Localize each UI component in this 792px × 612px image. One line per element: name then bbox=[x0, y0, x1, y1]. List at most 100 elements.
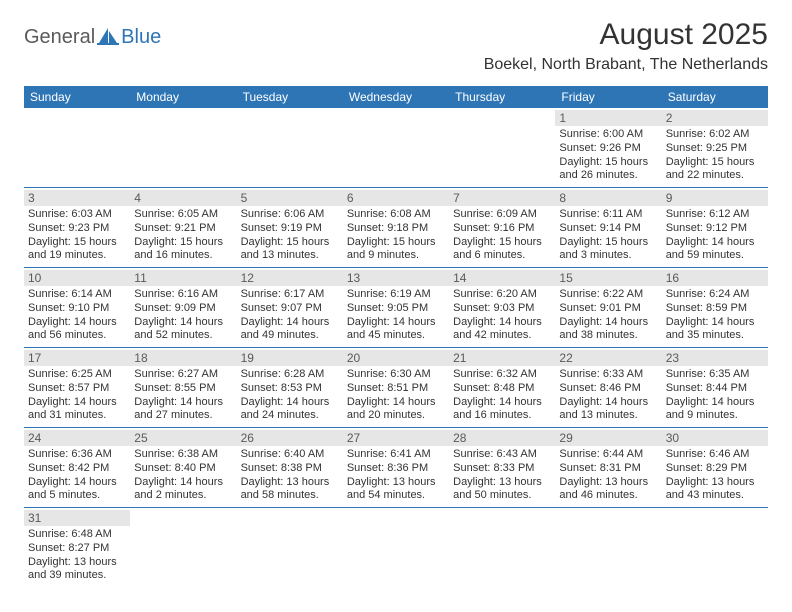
sunrise-line: Sunrise: 6:02 AM bbox=[666, 128, 764, 142]
day-cell: 14Sunrise: 6:20 AMSunset: 9:03 PMDayligh… bbox=[449, 268, 555, 348]
sunset-line: Sunset: 9:23 PM bbox=[28, 222, 126, 236]
location: Boekel, North Brabant, The Netherlands bbox=[484, 56, 768, 74]
weekday-header: Wednesday bbox=[343, 86, 449, 108]
empty-cell bbox=[130, 508, 236, 588]
sunrise-line: Sunrise: 6:41 AM bbox=[347, 448, 445, 462]
sunrise-line: Sunrise: 6:19 AM bbox=[347, 288, 445, 302]
weekday-header: Tuesday bbox=[237, 86, 343, 108]
sunset-line: Sunset: 9:21 PM bbox=[134, 222, 232, 236]
daylight-line: Daylight: 14 hours and 5 minutes. bbox=[28, 476, 126, 504]
day-number: 20 bbox=[343, 350, 449, 366]
daylight-line: Daylight: 14 hours and 13 minutes. bbox=[559, 396, 657, 424]
sunset-line: Sunset: 9:14 PM bbox=[559, 222, 657, 236]
day-cell: 20Sunrise: 6:30 AMSunset: 8:51 PMDayligh… bbox=[343, 348, 449, 428]
day-cell: 24Sunrise: 6:36 AMSunset: 8:42 PMDayligh… bbox=[24, 428, 130, 508]
sail-icon bbox=[97, 26, 119, 49]
day-cell: 22Sunrise: 6:33 AMSunset: 8:46 PMDayligh… bbox=[555, 348, 661, 428]
sunrise-line: Sunrise: 6:22 AM bbox=[559, 288, 657, 302]
day-cell: 25Sunrise: 6:38 AMSunset: 8:40 PMDayligh… bbox=[130, 428, 236, 508]
sunrise-line: Sunrise: 6:11 AM bbox=[559, 208, 657, 222]
sunset-line: Sunset: 8:48 PM bbox=[453, 382, 551, 396]
daylight-line: Daylight: 14 hours and 49 minutes. bbox=[241, 316, 339, 344]
sunset-line: Sunset: 8:29 PM bbox=[666, 462, 764, 476]
day-cell: 15Sunrise: 6:22 AMSunset: 9:01 PMDayligh… bbox=[555, 268, 661, 348]
sunset-line: Sunset: 9:09 PM bbox=[134, 302, 232, 316]
logo-text-blue: Blue bbox=[121, 26, 161, 49]
daylight-line: Daylight: 15 hours and 13 minutes. bbox=[241, 236, 339, 264]
daylight-line: Daylight: 13 hours and 39 minutes. bbox=[28, 556, 126, 584]
sunset-line: Sunset: 8:59 PM bbox=[666, 302, 764, 316]
day-number: 7 bbox=[449, 190, 555, 206]
weekday-header: Monday bbox=[130, 86, 236, 108]
daylight-line: Daylight: 15 hours and 22 minutes. bbox=[666, 156, 764, 184]
sunrise-line: Sunrise: 6:00 AM bbox=[559, 128, 657, 142]
day-cell: 7Sunrise: 6:09 AMSunset: 9:16 PMDaylight… bbox=[449, 188, 555, 268]
sunset-line: Sunset: 9:07 PM bbox=[241, 302, 339, 316]
weekday-header: Friday bbox=[555, 86, 661, 108]
daylight-line: Daylight: 15 hours and 19 minutes. bbox=[28, 236, 126, 264]
day-cell: 8 Sunrise: 6:11 AMSunset: 9:14 PMDaylight… bbox=[555, 188, 661, 268]
sunrise-line: Sunrise: 6:36 AM bbox=[28, 448, 126, 462]
day-number: 6 bbox=[343, 190, 449, 206]
daylight-line: Daylight: 13 hours and 58 minutes. bbox=[241, 476, 339, 504]
daylight-line: Daylight: 14 hours and 27 minutes. bbox=[134, 396, 232, 424]
day-number: 1 bbox=[555, 110, 661, 126]
daylight-line: Daylight: 15 hours and 16 minutes. bbox=[134, 236, 232, 264]
day-number: 27 bbox=[343, 430, 449, 446]
header: General Blue August 2025 Boekel, North B… bbox=[24, 18, 768, 74]
sunset-line: Sunset: 9:16 PM bbox=[453, 222, 551, 236]
day-number: 5 bbox=[237, 190, 343, 206]
weekday-header: Thursday bbox=[449, 86, 555, 108]
sunset-line: Sunset: 9:03 PM bbox=[453, 302, 551, 316]
day-number: 22 bbox=[555, 350, 661, 366]
day-number: 17 bbox=[24, 350, 130, 366]
sunrise-line: Sunrise: 6:40 AM bbox=[241, 448, 339, 462]
sunrise-line: Sunrise: 6:08 AM bbox=[347, 208, 445, 222]
sunset-line: Sunset: 8:36 PM bbox=[347, 462, 445, 476]
day-cell: 10Sunrise: 6:14 AMSunset: 9:10 PMDayligh… bbox=[24, 268, 130, 348]
daylight-line: Daylight: 14 hours and 38 minutes. bbox=[559, 316, 657, 344]
sunrise-line: Sunrise: 6:28 AM bbox=[241, 368, 339, 382]
empty-cell bbox=[555, 508, 661, 588]
daylight-line: Daylight: 15 hours and 3 minutes. bbox=[559, 236, 657, 264]
sunset-line: Sunset: 8:53 PM bbox=[241, 382, 339, 396]
day-number: 8 bbox=[555, 190, 661, 206]
sunrise-line: Sunrise: 6:09 AM bbox=[453, 208, 551, 222]
sunset-line: Sunset: 8:57 PM bbox=[28, 382, 126, 396]
daylight-line: Daylight: 14 hours and 35 minutes. bbox=[666, 316, 764, 344]
sunset-line: Sunset: 8:27 PM bbox=[28, 542, 126, 556]
sunrise-line: Sunrise: 6:46 AM bbox=[666, 448, 764, 462]
day-number: 15 bbox=[555, 270, 661, 286]
sunrise-line: Sunrise: 6:20 AM bbox=[453, 288, 551, 302]
sunrise-line: Sunrise: 6:38 AM bbox=[134, 448, 232, 462]
daylight-line: Daylight: 14 hours and 59 minutes. bbox=[666, 236, 764, 264]
day-number: 9 bbox=[662, 190, 768, 206]
day-number: 2 bbox=[662, 110, 768, 126]
empty-cell bbox=[237, 108, 343, 188]
sunrise-line: Sunrise: 6:24 AM bbox=[666, 288, 764, 302]
sunrise-line: Sunrise: 6:27 AM bbox=[134, 368, 232, 382]
day-cell: 1Sunrise: 6:00 AMSunset: 9:26 PMDaylight… bbox=[555, 108, 661, 188]
day-cell: 18Sunrise: 6:27 AMSunset: 8:55 PMDayligh… bbox=[130, 348, 236, 428]
day-number: 12 bbox=[237, 270, 343, 286]
day-cell: 6Sunrise: 6:08 AMSunset: 9:18 PMDaylight… bbox=[343, 188, 449, 268]
day-number: 30 bbox=[662, 430, 768, 446]
sunset-line: Sunset: 9:12 PM bbox=[666, 222, 764, 236]
day-cell: 16Sunrise: 6:24 AMSunset: 8:59 PMDayligh… bbox=[662, 268, 768, 348]
day-cell: 4Sunrise: 6:05 AMSunset: 9:21 PMDaylight… bbox=[130, 188, 236, 268]
sunrise-line: Sunrise: 6:44 AM bbox=[559, 448, 657, 462]
day-cell: 27Sunrise: 6:41 AMSunset: 8:36 PMDayligh… bbox=[343, 428, 449, 508]
daylight-line: Daylight: 14 hours and 45 minutes. bbox=[347, 316, 445, 344]
sunset-line: Sunset: 8:33 PM bbox=[453, 462, 551, 476]
day-cell: 28Sunrise: 6:43 AMSunset: 8:33 PMDayligh… bbox=[449, 428, 555, 508]
day-cell: 17Sunrise: 6:25 AMSunset: 8:57 PMDayligh… bbox=[24, 348, 130, 428]
empty-cell bbox=[343, 108, 449, 188]
daylight-line: Daylight: 14 hours and 56 minutes. bbox=[28, 316, 126, 344]
daylight-line: Daylight: 15 hours and 26 minutes. bbox=[559, 156, 657, 184]
day-number: 13 bbox=[343, 270, 449, 286]
sunrise-line: Sunrise: 6:30 AM bbox=[347, 368, 445, 382]
daylight-line: Daylight: 15 hours and 9 minutes. bbox=[347, 236, 445, 264]
daylight-line: Daylight: 13 hours and 50 minutes. bbox=[453, 476, 551, 504]
sunset-line: Sunset: 8:51 PM bbox=[347, 382, 445, 396]
day-number: 26 bbox=[237, 430, 343, 446]
